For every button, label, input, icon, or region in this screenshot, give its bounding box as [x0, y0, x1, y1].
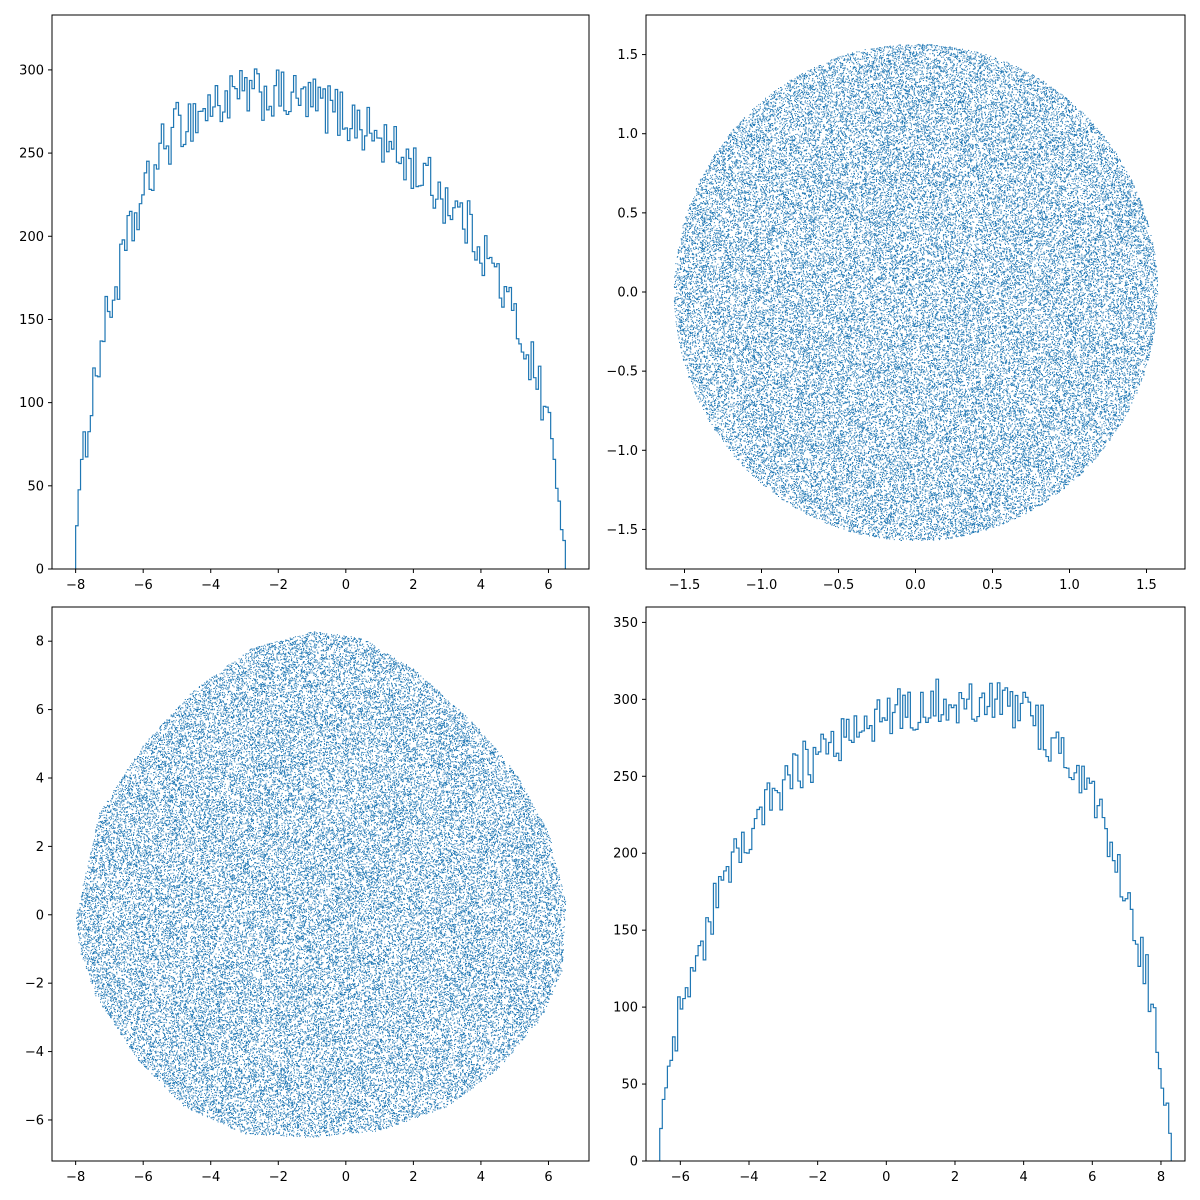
- y-tick-label: 150: [613, 924, 638, 939]
- y-tick-label: 1.0: [617, 127, 638, 142]
- axes-frame: [51, 606, 590, 1162]
- x-tick-label: −4: [739, 1170, 758, 1185]
- y-tick-label: 0.0: [617, 286, 638, 301]
- subplot-bottom-left: −8 −6 −4 −2 0 2 4 6 −6 −4 −2 0 2 4 6 8: [25, 606, 590, 1185]
- subplot-top-left: −8 −6 −4 −2 0 2 4 6 0 50 100 150 200 250 300: [19, 14, 590, 593]
- y-tick-label: 350: [613, 616, 638, 631]
- plot-area: [673, 43, 1159, 542]
- scatter-points: [76, 631, 567, 1138]
- x-tick-label: 0: [882, 1170, 890, 1185]
- y-tick-label: −0.5: [606, 365, 638, 380]
- y-tick-label: 50: [27, 479, 44, 494]
- x-tick-label: 0.5: [982, 578, 1003, 593]
- y-tick-label: 100: [19, 396, 44, 411]
- x-tick-label: −6: [134, 1170, 153, 1185]
- y-tick-label: 250: [19, 147, 44, 162]
- y-tick-label: 0: [36, 908, 44, 923]
- y-tick-label: 0.5: [617, 206, 638, 221]
- x-tick-label: −6: [134, 578, 153, 593]
- y-tick-label: 0: [36, 563, 44, 578]
- x-tick-label: −1.5: [669, 578, 701, 593]
- y-tick-label: 300: [613, 693, 638, 708]
- x-tick-label: 0: [342, 1170, 350, 1185]
- y-tick-label: 50: [621, 1078, 638, 1093]
- y-tick-label: 8: [36, 635, 44, 650]
- axes-frame: [51, 14, 590, 570]
- x-tick-label: −0.5: [823, 578, 855, 593]
- x-tick-label: −2: [269, 1170, 288, 1185]
- y-tick-label: 1.5: [617, 48, 638, 63]
- subplot-top-right: −1.5 −1.0 −0.5 0.0 0.5 1.0 1.5 −1.5 −1.0 −0.5 0.0 0…: [606, 14, 1186, 593]
- x-tick-label: 6: [544, 578, 552, 593]
- histogram-step: [659, 678, 1172, 1161]
- y-tick-label: −1.5: [606, 523, 638, 538]
- x-tick-label: −4: [201, 578, 220, 593]
- x-tick-label: −8: [66, 578, 85, 593]
- plot-area: [76, 631, 567, 1138]
- histogram-step: [75, 68, 566, 569]
- x-tick-label: 4: [477, 1170, 485, 1185]
- x-tick-label: −4: [201, 1170, 220, 1185]
- x-tick-label: 0.0: [905, 578, 926, 593]
- x-tick-label: −6: [671, 1170, 690, 1185]
- y-tick-label: 200: [613, 847, 638, 862]
- x-tick-label: 8: [1157, 1170, 1165, 1185]
- plot-area: [659, 678, 1172, 1161]
- y-tick-label: −4: [25, 1045, 44, 1060]
- scatter-points: [673, 43, 1159, 542]
- y-tick-label: 2: [36, 840, 44, 855]
- y-tick-label: 0: [630, 1155, 638, 1170]
- y-tick-label: 150: [19, 313, 44, 328]
- x-tick-label: 2: [409, 1170, 417, 1185]
- x-tick-label: 1.5: [1136, 578, 1157, 593]
- y-tick-label: 200: [19, 230, 44, 245]
- x-tick-label: 0: [342, 578, 350, 593]
- x-tick-label: 6: [1088, 1170, 1096, 1185]
- x-tick-label: 6: [544, 1170, 552, 1185]
- x-tick-label: 2: [409, 578, 417, 593]
- axes-frame: [645, 606, 1186, 1162]
- y-tick-label: 250: [613, 770, 638, 785]
- y-tick-label: 100: [613, 1001, 638, 1016]
- x-tick-label: −2: [269, 578, 288, 593]
- y-tick-label: 4: [36, 771, 44, 786]
- x-tick-label: −1.0: [746, 578, 778, 593]
- x-tick-label: −2: [808, 1170, 827, 1185]
- x-tick-label: 1.0: [1059, 578, 1080, 593]
- x-tick-label: 4: [477, 578, 485, 593]
- x-tick-label: 2: [951, 1170, 959, 1185]
- plot-area: [75, 68, 566, 569]
- y-tick-label: 6: [36, 703, 44, 718]
- y-tick-label: 300: [19, 63, 44, 78]
- y-tick-label: −1.0: [606, 444, 638, 459]
- y-tick-label: −2: [25, 977, 44, 992]
- x-tick-label: −8: [66, 1170, 85, 1185]
- x-tick-label: 4: [1020, 1170, 1028, 1185]
- y-tick-label: −6: [25, 1113, 44, 1128]
- subplot-bottom-right: −6 −4 −2 0 2 4 6 8 0 50 100 150 200 250 300 350: [613, 606, 1186, 1185]
